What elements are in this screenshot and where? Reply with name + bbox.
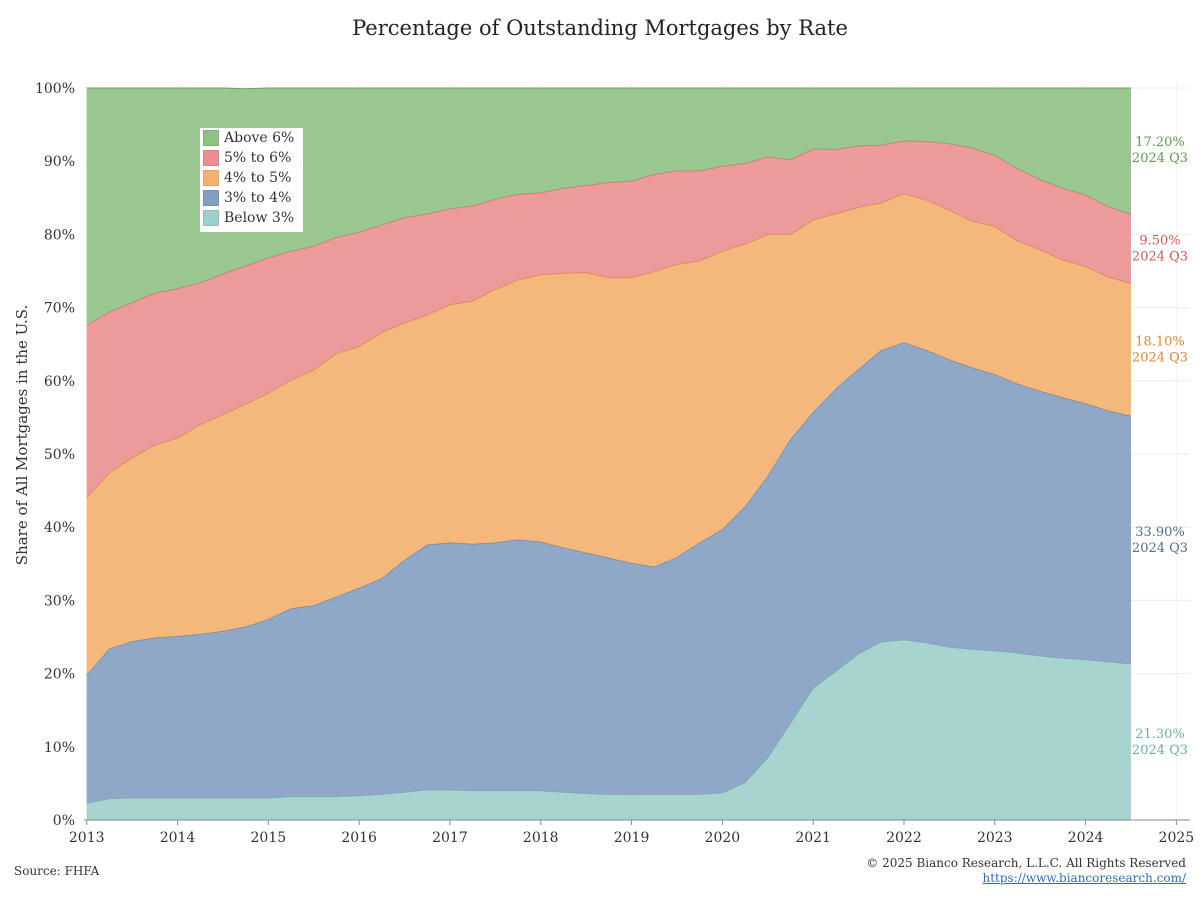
x-tick-label: 2024 xyxy=(1068,830,1104,846)
legend-label: 5% to 6% xyxy=(224,150,292,166)
end-label-period: 2024 Q3 xyxy=(1132,541,1188,556)
end-label-period: 2024 Q3 xyxy=(1132,743,1188,758)
x-tick-label: 2021 xyxy=(795,830,831,846)
y-tick-label: 20% xyxy=(44,667,75,683)
area-3-to-4 xyxy=(86,342,1132,804)
x-tick-label: 2023 xyxy=(977,830,1013,846)
y-tick-label: 40% xyxy=(44,520,75,536)
legend-swatch xyxy=(203,150,219,166)
x-tick-label: 2013 xyxy=(69,830,105,846)
line-above-6 xyxy=(86,87,1131,90)
x-tick-label: 2016 xyxy=(341,830,377,846)
legend-swatch xyxy=(203,210,219,226)
x-tick-label: 2014 xyxy=(160,830,196,846)
legend-item: 3% to 4% xyxy=(200,188,303,208)
source-note: Source: FHFA xyxy=(14,864,100,878)
legend-label: 4% to 5% xyxy=(224,170,292,186)
area-above-6 xyxy=(86,88,1132,326)
end-label-period: 2024 Q3 xyxy=(1132,351,1188,366)
legend-item: 4% to 5% xyxy=(200,168,303,188)
end-label-period: 2024 Q3 xyxy=(1132,250,1188,265)
area-below-3 xyxy=(86,639,1132,820)
legend: Above 6% 5% to 6% 4% to 5% 3% to 4% Below 3% xyxy=(200,128,303,232)
legend-label: 3% to 4% xyxy=(224,190,292,206)
end-label-value: 18.10% xyxy=(1135,335,1185,350)
y-tick-label: 80% xyxy=(44,227,75,243)
legend-label: Above 6% xyxy=(224,130,295,146)
y-tick-label: 0% xyxy=(53,813,75,829)
x-tick-label: 2018 xyxy=(523,830,559,846)
x-tick-label: 2020 xyxy=(705,830,741,846)
legend-swatch xyxy=(203,170,219,186)
x-tick-label: 2015 xyxy=(251,830,287,846)
legend-item: 5% to 6% xyxy=(200,148,303,168)
y-tick-label: 90% xyxy=(44,154,75,170)
end-label-value: 33.90% xyxy=(1135,525,1185,540)
legend-item: Below 3% xyxy=(200,208,303,228)
legend-label: Below 3% xyxy=(224,210,295,226)
x-tick-label: 2017 xyxy=(432,830,468,846)
legend-swatch xyxy=(203,190,219,206)
legend-item: Above 6% xyxy=(200,128,303,148)
copyright-notice: © 2025 Bianco Research, L.L.C. All Right… xyxy=(866,856,1186,870)
y-tick-label: 60% xyxy=(44,374,75,390)
end-label-value: 21.30% xyxy=(1135,727,1185,742)
y-tick-label: 30% xyxy=(44,593,75,609)
axis-layer: 0% 10% 20% 30% 40% 50% 60% 70% 80% 90% 100% 2013 201… xyxy=(35,81,1194,846)
y-tick-label: 50% xyxy=(44,447,75,463)
end-label-value: 9.50% xyxy=(1139,234,1180,249)
website-link[interactable]: https://www.biancoresearch.com/ xyxy=(982,871,1186,885)
end-label-period: 2024 Q3 xyxy=(1132,151,1188,166)
y-tick-label: 10% xyxy=(44,740,75,756)
end-label-value: 17.20% xyxy=(1135,135,1185,150)
y-axis-title: Share of All Mortgages in the U.S. xyxy=(13,305,31,565)
x-tick-label: 2019 xyxy=(614,830,650,846)
y-tick-label: 70% xyxy=(44,301,75,317)
y-tick-label: 100% xyxy=(35,81,75,97)
area-4-to-5 xyxy=(86,193,1132,676)
area-5-to-6 xyxy=(86,140,1132,498)
area-layer xyxy=(86,87,1132,820)
legend-swatch xyxy=(203,130,219,146)
x-tick-label: 2022 xyxy=(886,830,922,846)
chart-title: Percentage of Outstanding Mortgages by R… xyxy=(352,16,848,40)
x-tick-label: 2025 xyxy=(1159,830,1195,846)
